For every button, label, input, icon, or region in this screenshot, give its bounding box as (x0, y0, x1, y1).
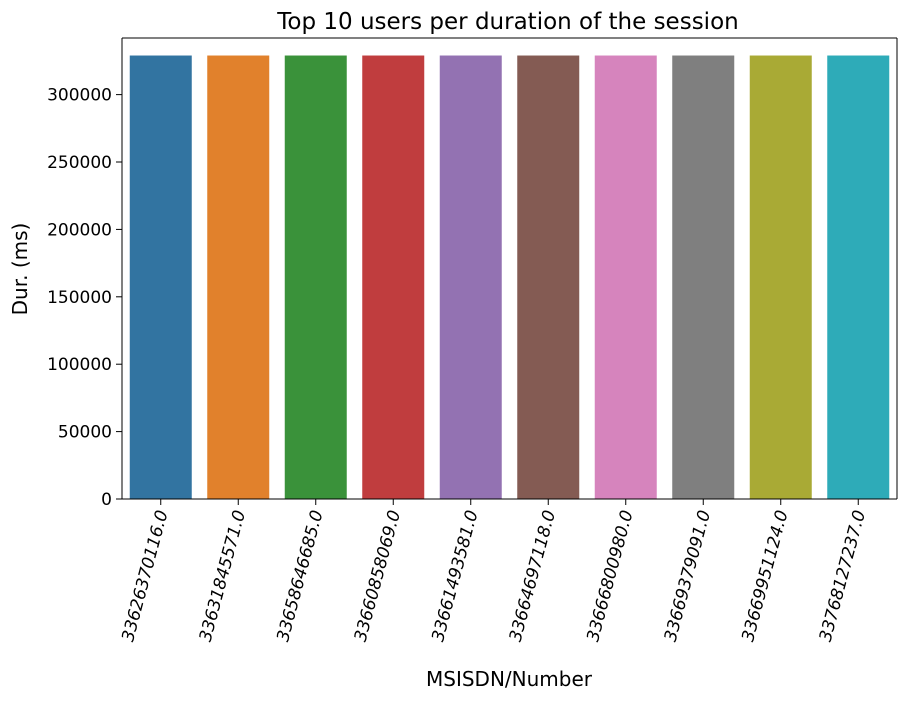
x-tick-label: 33660858069.0 (351, 508, 405, 644)
y-tick-label: 150000 (47, 288, 112, 308)
bars-layer (129, 55, 890, 500)
y-tick-label: 0 (101, 490, 112, 510)
bar (594, 55, 657, 500)
x-axis-label: MSISDN/Number (426, 667, 593, 691)
bar (129, 55, 192, 500)
bar (827, 55, 890, 500)
x-tick-label: 33631845571.0 (196, 508, 250, 644)
x-tick-label: 33669951124.0 (738, 508, 792, 644)
y-tick-label: 200000 (47, 220, 112, 240)
x-tick-label: 33768127237.0 (816, 508, 870, 644)
x-tick-label: 33664697118.0 (506, 508, 560, 644)
bar (362, 55, 425, 500)
x-tick-label: 33666800980.0 (583, 508, 637, 644)
y-axis-label: Dur. (ms) (8, 223, 32, 316)
y-tick-label: 300000 (47, 86, 112, 106)
y-tick-label: 100000 (47, 355, 112, 375)
x-tick-label: 33661493581.0 (428, 508, 482, 644)
bar (672, 55, 735, 500)
bar (517, 55, 580, 500)
bar (439, 55, 502, 500)
y-tick-label: 250000 (47, 153, 112, 173)
y-tick-label: 50000 (58, 423, 112, 443)
chart-title: Top 10 users per duration of the session (276, 9, 738, 35)
bar (749, 55, 812, 500)
bar (284, 55, 347, 500)
x-tick-label: 33669379091.0 (661, 508, 715, 644)
x-tick-label: 33658646685.0 (273, 508, 327, 644)
x-tick-label: 33626370116.0 (118, 508, 172, 644)
bar (207, 55, 270, 500)
